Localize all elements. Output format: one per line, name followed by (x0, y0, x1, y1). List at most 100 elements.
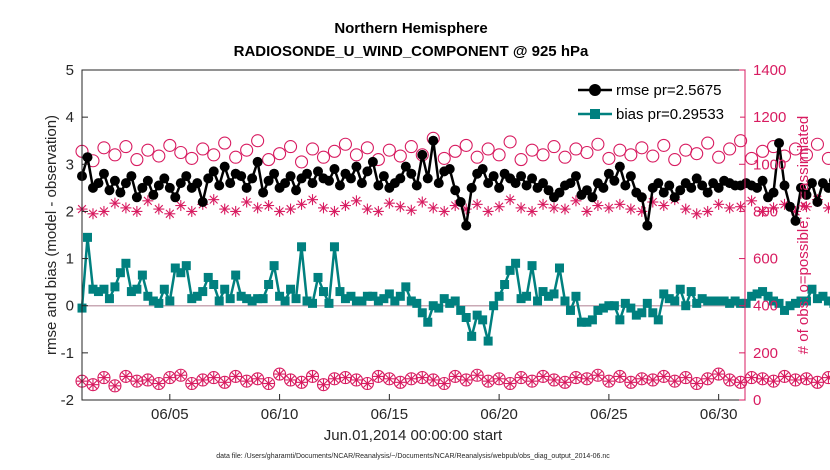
possible-obs-marker (690, 376, 704, 391)
bias-point (598, 303, 608, 313)
possible-obs-marker (196, 142, 210, 156)
possible-obs-marker (712, 150, 726, 164)
assimilated-obs-marker (614, 198, 626, 210)
rmse-point (538, 178, 549, 189)
assimilated-obs-marker (241, 375, 253, 387)
assimilated-obs-marker (274, 205, 286, 217)
assimilated-obs-marker (405, 204, 417, 216)
rmse-point (120, 178, 131, 189)
rmse-point (307, 178, 318, 189)
possible-obs-marker (284, 140, 298, 154)
assimilated-obs-marker (252, 202, 264, 214)
rmse-point (779, 180, 790, 191)
possible-obs-marker (349, 148, 363, 162)
possible-obs-marker (503, 135, 517, 149)
assimilated-obs-marker (317, 379, 329, 391)
assimilated-obs-marker (109, 197, 121, 209)
assimilated-obs-marker (614, 370, 626, 382)
assimilated-obs-marker (471, 198, 483, 210)
rmse-point (291, 185, 302, 196)
assimilated-obs-marker (669, 375, 681, 387)
bias-point (790, 298, 800, 308)
x-tick-label: 06/20 (480, 406, 518, 423)
rmse-point (148, 189, 159, 200)
rmse-point (444, 164, 455, 174)
possible-obs-marker (701, 372, 715, 386)
assimilated-obs-marker (383, 197, 395, 209)
possible-obs-marker (459, 373, 473, 387)
assimilated-obs-marker (768, 202, 780, 214)
possible-obs-marker (119, 369, 133, 383)
assimilated-obs-marker (350, 374, 362, 386)
assimilated-obs-marker (724, 202, 736, 214)
rmse-point (252, 156, 263, 167)
possible-obs-marker (185, 151, 199, 165)
bias-point (703, 296, 713, 306)
assimilated-obs-marker (537, 198, 549, 210)
rmse-point (521, 180, 532, 191)
bias-point (823, 296, 830, 306)
rmse-point (197, 197, 208, 207)
possible-obs-marker (602, 151, 616, 165)
possible-obs-marker (712, 367, 726, 381)
bias-point (522, 291, 532, 301)
assimilated-obs-marker (515, 202, 527, 214)
assimilated-obs-marker (98, 372, 110, 384)
rmse-point (697, 180, 708, 191)
assimilated-obs-marker (405, 373, 417, 385)
rmse-point (691, 173, 702, 184)
possible-obs-marker (558, 375, 572, 389)
bias-point (384, 289, 394, 299)
bias-point (626, 303, 636, 313)
rmse-point (565, 178, 576, 189)
assimilated-obs-marker (87, 208, 99, 220)
bias-point (126, 287, 136, 297)
rmse-point (280, 178, 291, 189)
possible-obs-marker (141, 143, 155, 157)
possible-obs-marker (108, 379, 122, 393)
y-right-tick-label: 800 (753, 203, 778, 220)
bias-point (434, 303, 444, 313)
possible-obs-marker (251, 372, 265, 386)
bias-point (697, 294, 707, 304)
legend-rmse-label: rmse pr=2.5675 (616, 82, 721, 99)
possible-obs-marker (218, 136, 232, 150)
assimilated-obs-marker (339, 372, 351, 384)
x-tick-label: 06/05 (151, 406, 189, 423)
assimilated-obs-marker (361, 203, 373, 215)
rmse-point (417, 149, 428, 160)
assimilated-obs-marker (691, 378, 703, 389)
assimilated-obs-marker (153, 203, 165, 215)
y-tick-label: 2 (66, 203, 74, 220)
bias-point (115, 268, 125, 278)
rmse-point (329, 164, 340, 174)
bias-point (494, 291, 504, 301)
possible-obs-marker (229, 369, 243, 383)
assimilated-obs-marker (285, 203, 297, 215)
bias-point (615, 315, 625, 325)
assimilated-obs-marker (394, 376, 406, 388)
rmse-point (795, 182, 806, 193)
bias-point (533, 296, 543, 306)
assimilated-obs-marker (339, 200, 351, 212)
bias-point (780, 305, 790, 315)
possible-obs-marker (218, 375, 232, 389)
chart-title: Northern Hemisphere (334, 20, 487, 37)
possible-obs-marker (437, 376, 451, 391)
bias-point (472, 310, 482, 320)
rmse-point (400, 161, 411, 172)
y-right-tick-label: 1200 (753, 109, 786, 126)
possible-obs-marker (788, 142, 803, 156)
bias-point (483, 336, 493, 346)
rmse-point (669, 192, 680, 203)
bias-point (82, 232, 92, 242)
bias-point (214, 296, 224, 306)
assimilated-obs-marker (109, 380, 121, 392)
bias-point (110, 282, 120, 292)
assimilated-obs-marker (296, 198, 308, 210)
assimilated-obs-marker (449, 370, 461, 382)
assimilated-obs-marker (702, 205, 714, 217)
rmse-point (142, 175, 153, 186)
assimilated-obs-marker (735, 201, 747, 213)
